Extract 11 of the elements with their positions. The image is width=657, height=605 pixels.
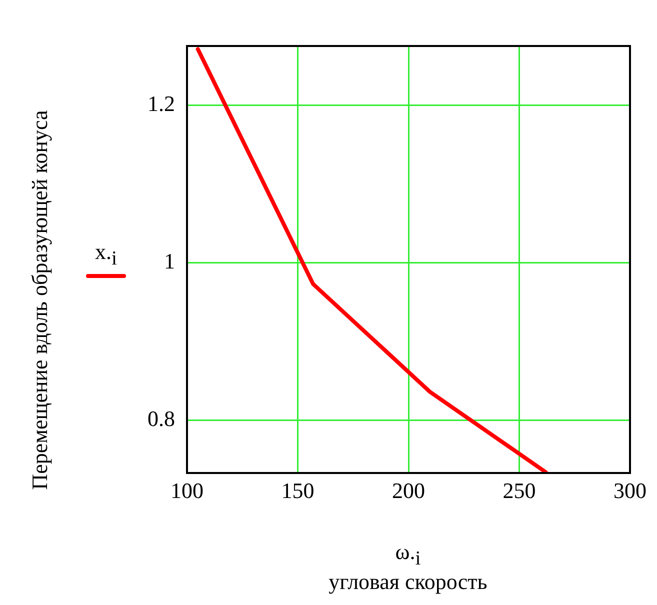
- y-tick-label: 1: [164, 248, 175, 274]
- x-tick-label: 100: [170, 478, 204, 503]
- x-tick-label: 250: [502, 478, 536, 503]
- x-tick-label: 300: [614, 478, 646, 503]
- y-tick-label: 1.2: [148, 90, 175, 116]
- text: x.$_{i}$: [94, 239, 118, 272]
- x-axis-title: ω.$_{i}$ угловая скорость: [328, 539, 488, 594]
- x-tick-label: 200: [392, 478, 425, 503]
- x-tick-label: 150: [281, 478, 314, 503]
- y-tick-label: 0.8: [148, 406, 175, 431]
- y-axis-title: Перемещение вдоль образующей конуса: [26, 110, 52, 490]
